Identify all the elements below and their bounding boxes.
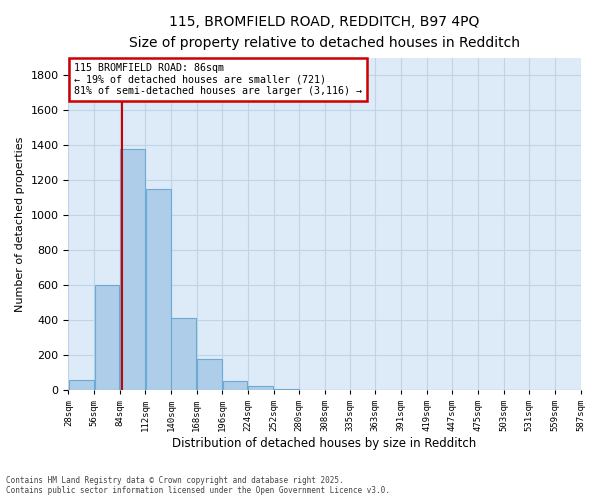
Bar <box>197 358 222 390</box>
Bar <box>172 318 196 390</box>
Bar <box>223 380 247 390</box>
Text: 115 BROMFIELD ROAD: 86sqm
← 19% of detached houses are smaller (721)
81% of semi: 115 BROMFIELD ROAD: 86sqm ← 19% of detac… <box>74 62 362 96</box>
Bar <box>120 148 145 390</box>
Bar <box>69 380 94 390</box>
Bar <box>95 285 119 390</box>
Y-axis label: Number of detached properties: Number of detached properties <box>15 136 25 312</box>
Bar <box>248 386 273 390</box>
X-axis label: Distribution of detached houses by size in Redditch: Distribution of detached houses by size … <box>172 437 476 450</box>
Title: 115, BROMFIELD ROAD, REDDITCH, B97 4PQ
Size of property relative to detached hou: 115, BROMFIELD ROAD, REDDITCH, B97 4PQ S… <box>129 15 520 50</box>
Bar <box>146 189 170 390</box>
Text: Contains HM Land Registry data © Crown copyright and database right 2025.
Contai: Contains HM Land Registry data © Crown c… <box>6 476 390 495</box>
